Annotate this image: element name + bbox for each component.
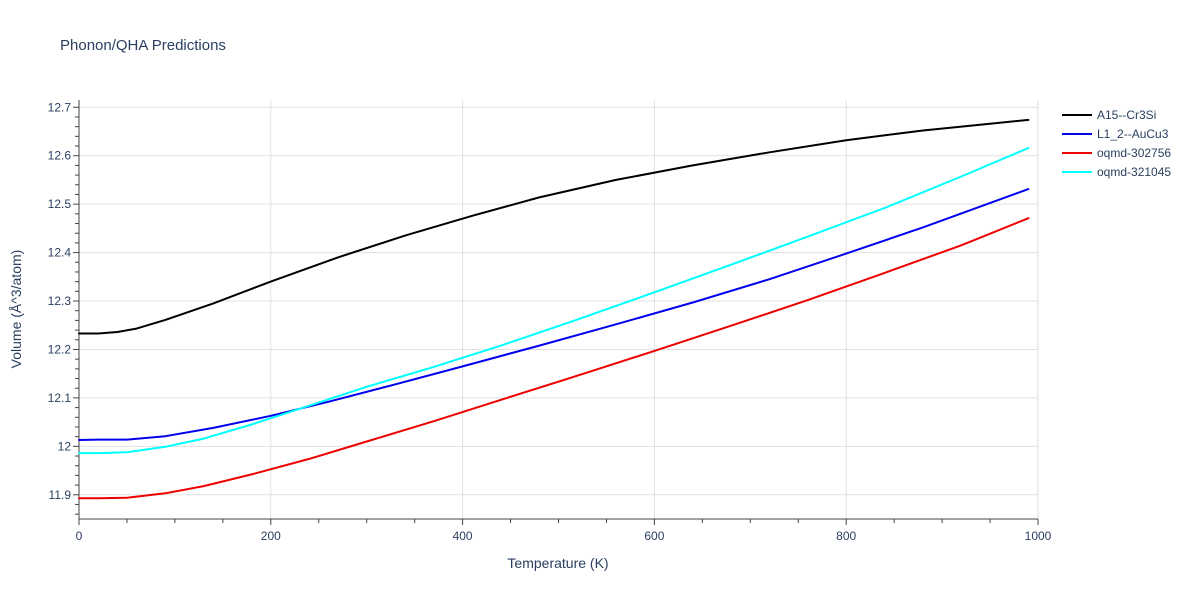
axes: 0 200 400 600 800 1000 11.9 12 12.1 12.2 12.3 12.4 1… [48, 100, 1052, 543]
x-axis-title: Temperature (K) [507, 555, 608, 571]
x-tick-label: 400 [453, 529, 473, 543]
y-tick-label: 12.5 [48, 197, 72, 211]
y-tick-label: 12.2 [48, 342, 72, 356]
legend-item[interactable]: A15--Cr3Si [1062, 108, 1156, 122]
y-tick-label: 12.7 [48, 100, 72, 114]
series-line-3 [78, 217, 1030, 500]
y-tick-label: 11.9 [49, 488, 72, 502]
series-line-1 [78, 118, 1030, 335]
legend-label: oqmd-302756 [1097, 146, 1171, 160]
series-line-4 [78, 147, 1030, 455]
x-tick-label: 200 [261, 529, 281, 543]
legend-item[interactable]: L1_2--AuCu3 [1062, 127, 1169, 141]
series-line-2 [78, 188, 1030, 441]
x-tick-label: 1000 [1025, 529, 1052, 543]
chart-title: Phonon/QHA Predictions [60, 37, 226, 54]
legend[interactable]: A15--Cr3Si L1_2--AuCu3 oqmd-302756 oqmd-321… [1062, 108, 1171, 179]
x-tick-label: 800 [836, 529, 856, 543]
x-tick-label: 0 [76, 529, 83, 543]
y-tick-label: 12.1 [48, 391, 72, 405]
legend-item[interactable]: oqmd-321045 [1062, 165, 1171, 179]
legend-item[interactable]: oqmd-302756 [1062, 146, 1171, 160]
x-tick-label: 600 [644, 529, 664, 543]
grid [79, 100, 1039, 519]
y-tick-label: 12.4 [48, 246, 72, 260]
y-tick-label: 12 [58, 439, 72, 453]
series-lines [78, 118, 1030, 500]
legend-label: L1_2--AuCu3 [1097, 127, 1169, 141]
y-axis-title: Volume (Å^3/atom) [8, 250, 24, 369]
legend-label: oqmd-321045 [1097, 165, 1171, 179]
y-tick-label: 12.6 [48, 149, 72, 163]
y-tick-label: 12.3 [48, 294, 72, 308]
legend-label: A15--Cr3Si [1097, 108, 1156, 122]
